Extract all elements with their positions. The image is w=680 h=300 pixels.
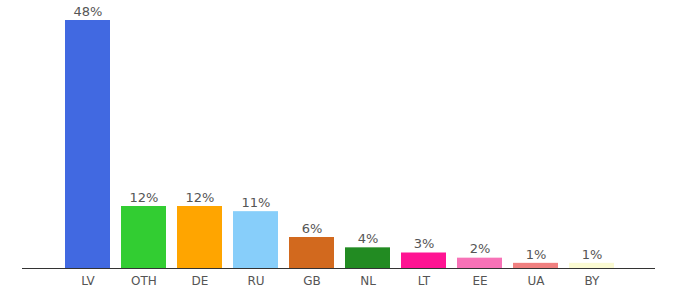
svg-text:OTH: OTH [131,274,157,288]
svg-text:LV: LV [81,274,95,288]
svg-text:1%: 1% [526,246,547,261]
svg-text:EE: EE [472,274,487,288]
svg-text:BY: BY [585,274,601,288]
svg-text:11%: 11% [242,195,271,210]
svg-text:12%: 12% [186,190,215,205]
svg-text:2%: 2% [470,241,491,256]
svg-text:6%: 6% [302,221,323,236]
svg-text:RU: RU [247,274,264,288]
svg-text:GB: GB [303,274,321,288]
svg-text:1%: 1% [582,246,603,261]
svg-text:12%: 12% [130,190,159,205]
svg-text:3%: 3% [414,236,435,251]
svg-text:48%: 48% [74,4,103,19]
svg-text:UA: UA [528,274,546,288]
svg-text:DE: DE [192,274,209,288]
svg-text:LT: LT [418,274,431,288]
svg-text:4%: 4% [358,231,379,246]
svg-text:NL: NL [360,274,376,288]
